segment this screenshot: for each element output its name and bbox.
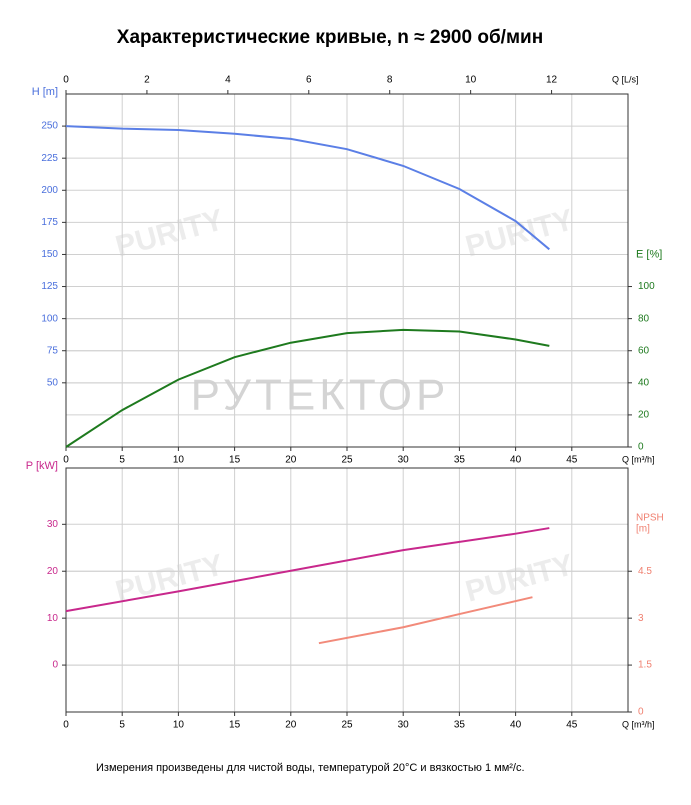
y2-axis-label: [m]: [636, 524, 650, 535]
y-tick-label: 20: [47, 566, 59, 577]
footnote: Измерения произведены для чистой воды, т…: [96, 762, 525, 774]
x-tick-label: 45: [566, 720, 578, 731]
x-tick-label: 5: [119, 720, 125, 731]
y2-axis-label: E [%]: [636, 248, 662, 260]
x2-axis-label: Q [L/s]: [612, 74, 639, 84]
y2-tick-label: 60: [638, 345, 650, 356]
x-tick-label: 45: [566, 455, 578, 466]
y2-tick-label: 0: [638, 442, 644, 453]
y-tick-label: 125: [41, 281, 58, 292]
x-tick-label: 40: [510, 455, 522, 466]
x2-tick-label: 8: [387, 75, 393, 86]
y-tick-label: 150: [41, 249, 58, 260]
y-axis-label: H [m]: [32, 86, 58, 98]
y-tick-label: 100: [41, 313, 58, 324]
y-tick-label: 50: [47, 377, 59, 388]
y-tick-label: 0: [52, 660, 58, 671]
x-axis-label: Q [m³/h]: [622, 719, 655, 729]
watermark: РУТЕКТОР: [191, 371, 450, 420]
y2-tick-label: 3: [638, 613, 644, 624]
x-tick-label: 0: [63, 720, 69, 731]
y-tick-label: 30: [47, 519, 59, 530]
x2-tick-label: 2: [144, 75, 150, 86]
x2-tick-label: 0: [63, 75, 69, 86]
y2-tick-label: 4.5: [638, 566, 652, 577]
x-tick-label: 15: [229, 455, 241, 466]
y2-axis-label: NPSH: [636, 513, 664, 524]
y2-tick-label: 0: [638, 707, 644, 718]
x2-tick-label: 10: [465, 75, 477, 86]
plot-frame: [65, 93, 629, 448]
chart-title: Характеристические кривые, n ≈ 2900 об/м…: [117, 27, 543, 48]
y2-tick-label: 1.5: [638, 660, 652, 671]
x-tick-label: 10: [173, 455, 185, 466]
x-tick-label: 30: [398, 455, 410, 466]
series-line: [65, 125, 550, 251]
y2-tick-label: 80: [638, 313, 650, 324]
y-tick-label: 250: [41, 121, 58, 132]
x-tick-label: 0: [63, 455, 69, 466]
x-tick-label: 20: [285, 455, 297, 466]
series-line: [65, 527, 550, 613]
x-tick-label: 10: [173, 720, 185, 731]
y-tick-label: 200: [41, 185, 58, 196]
series-line: [65, 328, 550, 448]
x-tick-label: 20: [285, 720, 297, 731]
x-axis-label: Q [m³/h]: [622, 454, 655, 464]
x2-tick-label: 6: [306, 75, 312, 86]
y2-tick-label: 100: [638, 281, 655, 292]
plot-frame: [65, 467, 629, 713]
y-tick-label: 10: [47, 613, 59, 624]
series-line: [318, 596, 533, 645]
x-tick-label: 15: [229, 720, 241, 731]
x-tick-label: 30: [398, 720, 410, 731]
x-tick-label: 25: [341, 455, 353, 466]
x-tick-label: 35: [454, 455, 466, 466]
y-tick-label: 75: [47, 345, 59, 356]
x2-tick-label: 12: [546, 75, 558, 86]
x-tick-label: 35: [454, 720, 466, 731]
y2-tick-label: 40: [638, 377, 650, 388]
y-axis-label: P [kW]: [26, 460, 58, 472]
x-tick-label: 40: [510, 720, 522, 731]
y-tick-label: 175: [41, 217, 58, 228]
x-tick-label: 25: [341, 720, 353, 731]
y-tick-label: 225: [41, 153, 58, 164]
y2-tick-label: 20: [638, 410, 650, 421]
x2-tick-label: 4: [225, 75, 231, 86]
x-tick-label: 5: [119, 455, 125, 466]
